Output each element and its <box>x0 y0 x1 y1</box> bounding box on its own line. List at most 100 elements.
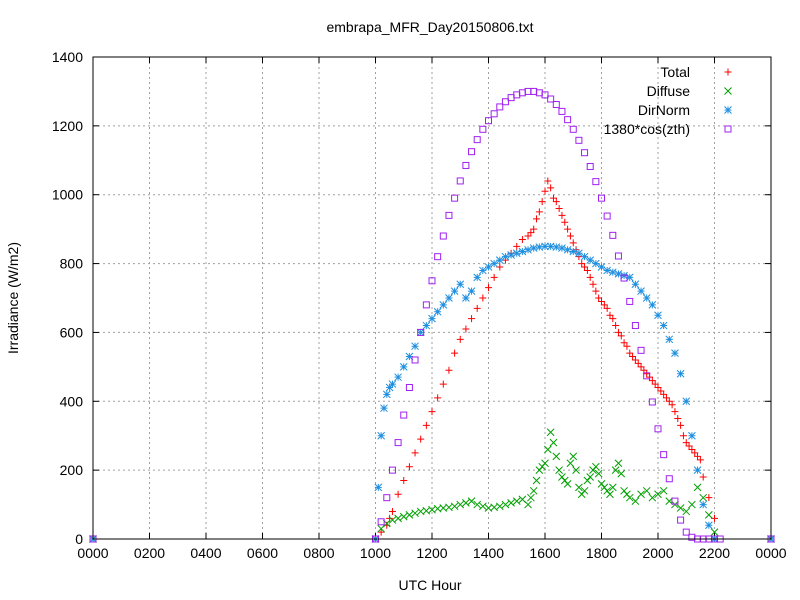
data-point <box>612 322 620 330</box>
data-point <box>591 259 600 268</box>
y-tick-label: 200 <box>60 462 84 478</box>
legend-label: DirNorm <box>638 102 690 118</box>
data-point <box>535 208 543 216</box>
data-point <box>490 110 498 118</box>
data-point <box>614 270 623 278</box>
data-point <box>490 259 499 268</box>
data-point <box>552 243 561 251</box>
data-point <box>400 476 408 484</box>
data-point <box>411 509 419 518</box>
data-point <box>380 404 388 413</box>
legend-label: Diffuse <box>647 83 691 99</box>
data-point <box>485 117 492 125</box>
data-point <box>507 251 515 259</box>
data-point <box>586 256 595 264</box>
data-point <box>411 342 419 351</box>
data-point <box>671 408 679 416</box>
data-point <box>611 466 620 474</box>
data-point <box>625 493 634 502</box>
legend-label: Total <box>660 64 690 80</box>
data-point <box>394 514 402 523</box>
data-point <box>411 449 419 457</box>
data-point <box>478 502 487 511</box>
data-point <box>659 321 668 330</box>
data-point <box>411 356 419 364</box>
data-point <box>589 280 597 288</box>
data-point <box>399 363 408 371</box>
data-point <box>445 294 453 302</box>
data-point <box>541 242 549 251</box>
y-tick-label: 1400 <box>52 49 83 65</box>
data-point <box>603 304 611 312</box>
data-point <box>529 244 538 252</box>
data-point <box>388 516 397 524</box>
chart-title: embrapa_MFR_Day20150806.txt <box>326 19 533 35</box>
data-point <box>558 107 566 115</box>
data-point <box>598 194 605 202</box>
data-point <box>462 161 470 169</box>
data-point <box>535 89 543 97</box>
data-point <box>428 408 436 416</box>
data-point <box>524 500 532 509</box>
data-point <box>674 415 682 422</box>
data-point <box>422 321 431 330</box>
data-point <box>592 287 600 295</box>
data-point <box>555 204 563 212</box>
data-point <box>468 148 476 156</box>
data-point <box>445 366 453 374</box>
data-point <box>671 349 679 357</box>
data-point <box>705 494 713 502</box>
data-point <box>439 380 447 388</box>
y-tick-label: 400 <box>60 393 84 409</box>
data-point <box>671 497 679 505</box>
data-point <box>456 500 465 509</box>
data-point <box>462 294 470 302</box>
x-tick-label: 1000 <box>360 545 391 561</box>
data-point <box>377 431 386 440</box>
legend-marker <box>724 68 732 76</box>
data-point <box>660 451 668 459</box>
data-point <box>586 273 594 281</box>
data-point <box>572 466 580 474</box>
y-tick-label: 1200 <box>52 118 83 134</box>
data-point <box>563 480 572 488</box>
data-point <box>524 245 532 254</box>
data-point <box>473 500 482 509</box>
data-point <box>637 287 645 295</box>
data-point <box>631 497 640 505</box>
data-point <box>538 198 546 206</box>
data-point <box>614 459 623 468</box>
data-point <box>564 116 572 124</box>
data-point <box>434 253 442 261</box>
data-point <box>467 497 476 505</box>
data-point <box>479 294 487 302</box>
data-point <box>631 322 639 330</box>
legend-marker <box>724 87 732 95</box>
data-point <box>422 301 430 309</box>
data-point <box>507 94 515 102</box>
data-point <box>581 149 589 157</box>
data-point <box>626 297 634 305</box>
data-point <box>450 287 459 295</box>
data-point <box>693 483 702 492</box>
legend-marker <box>724 106 732 114</box>
data-point <box>462 498 470 507</box>
data-point <box>648 301 657 309</box>
data-point <box>544 177 552 185</box>
x-tick-label: 0800 <box>303 545 334 561</box>
data-point <box>543 445 552 454</box>
data-point <box>377 528 385 536</box>
data-point <box>513 242 521 250</box>
data-point <box>451 349 459 357</box>
data-point <box>569 239 577 247</box>
data-point <box>654 311 662 320</box>
data-point <box>533 215 541 223</box>
data-point <box>676 504 685 512</box>
data-point <box>637 346 645 354</box>
data-point <box>388 380 397 388</box>
data-point <box>527 493 535 502</box>
data-point <box>580 486 589 495</box>
x-tick-label: 0200 <box>134 545 165 561</box>
data-point <box>479 125 487 133</box>
data-point <box>704 521 713 530</box>
